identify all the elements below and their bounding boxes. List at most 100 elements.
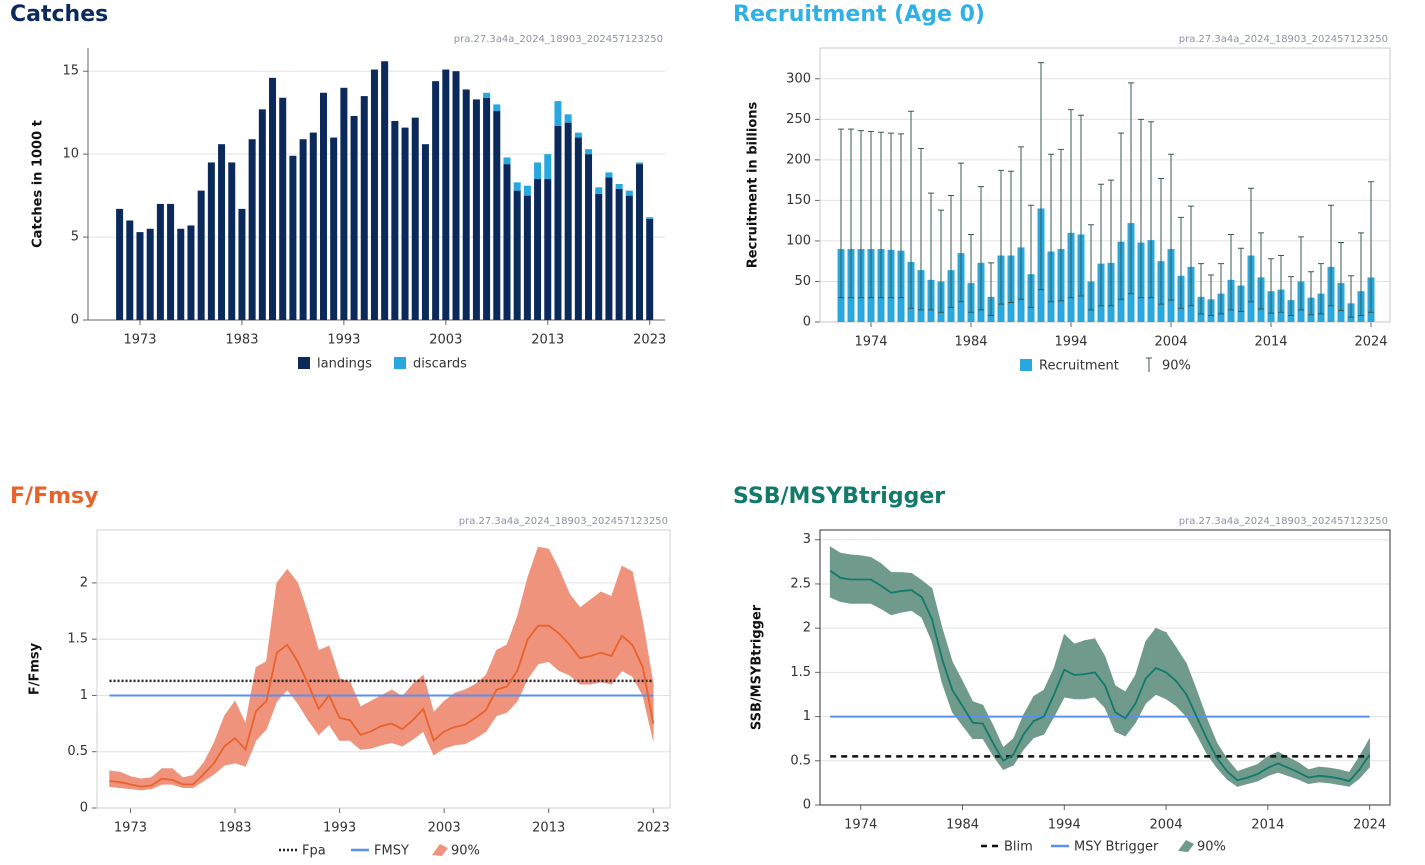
error-bar	[1168, 153, 1174, 301]
x-tick-label: 1984	[954, 335, 987, 350]
bar	[636, 162, 644, 165]
interval-band	[972, 701, 984, 739]
error-bar	[1248, 187, 1254, 303]
bar	[472, 99, 480, 320]
x-tick-label: 1974	[844, 818, 877, 833]
bar	[615, 184, 623, 189]
y-tick-label: 15	[62, 64, 79, 79]
error-bar	[1038, 62, 1044, 291]
interval-band	[558, 569, 570, 676]
error-bar	[1008, 170, 1014, 304]
bar	[574, 132, 582, 138]
interval-band	[1013, 714, 1024, 767]
error-bar	[1118, 132, 1124, 300]
error-bar	[988, 262, 994, 317]
error-bar	[838, 128, 844, 299]
error-bar	[1128, 82, 1134, 295]
bar	[605, 172, 613, 178]
interval-band	[224, 700, 236, 766]
bar	[299, 139, 307, 320]
x-tick-label: 1983	[225, 333, 258, 348]
interval-band	[297, 582, 309, 722]
x-tick-label: 1993	[323, 821, 356, 836]
bar	[636, 164, 644, 320]
interval-band	[171, 767, 184, 789]
y-tick-label: 50	[794, 274, 811, 289]
source-id: pra.27.3a4a_2024_18903_202457123250	[454, 34, 663, 45]
bar	[116, 208, 124, 320]
legend-swatch	[394, 357, 406, 369]
error-bar	[1358, 232, 1364, 317]
error-bar	[1158, 178, 1164, 305]
y-tick-label: 0	[71, 313, 79, 328]
source-id: pra.27.3a4a_2024_18903_202457123250	[1179, 34, 1388, 45]
y-tick-label: 1	[803, 709, 811, 724]
y-tick-label: 100	[786, 233, 811, 248]
x-tick-label: 2014	[1251, 818, 1284, 833]
bar	[279, 97, 287, 320]
bar	[646, 217, 654, 219]
bar	[646, 218, 654, 320]
error-bar	[898, 133, 904, 299]
x-tick-label: 2023	[633, 333, 666, 348]
interval-band	[349, 681, 361, 751]
legend-swatch	[432, 844, 448, 856]
interval-band	[1165, 631, 1177, 707]
y-tick-label: 250	[786, 112, 811, 127]
bar	[544, 154, 552, 180]
bar	[564, 114, 572, 123]
legend-label: MSY Btrigger	[1074, 840, 1159, 855]
bar	[340, 87, 348, 321]
bar	[554, 101, 562, 126]
interval-band	[921, 579, 933, 642]
legend-label: discards	[413, 357, 467, 372]
x-tick-label: 1994	[1054, 335, 1087, 350]
interval-band	[360, 700, 372, 750]
y-tick-label: 0.5	[67, 744, 88, 759]
y-tick-label: 2	[803, 621, 811, 636]
bar	[513, 182, 521, 191]
x-tick-label: 1973	[123, 333, 156, 348]
legend-swatch	[298, 357, 310, 369]
bar	[228, 162, 236, 320]
legend-label: Fpa	[302, 844, 326, 859]
bar	[523, 195, 531, 320]
error-bar	[1188, 205, 1194, 307]
y-tick-label: 1.5	[790, 665, 811, 680]
error-bar	[948, 195, 954, 308]
error-bar	[928, 192, 934, 311]
legend-label: 90%	[1197, 840, 1226, 855]
bar	[493, 111, 501, 321]
interval-band	[517, 577, 529, 702]
interval-band	[632, 571, 644, 696]
interval-band	[890, 572, 902, 616]
interval-band	[433, 700, 445, 756]
error-bar	[1018, 146, 1024, 300]
interval-band	[1002, 738, 1014, 771]
interval-band	[287, 568, 299, 705]
median-line	[829, 569, 1371, 783]
median-line	[109, 624, 655, 788]
y-tick-label: 10	[62, 147, 79, 162]
interval-band	[982, 704, 994, 757]
bar	[391, 120, 399, 320]
error-bar	[1108, 179, 1114, 307]
y-axis-label: F/Fmsy	[28, 642, 43, 695]
interval-band	[402, 683, 414, 747]
error-bar	[978, 186, 984, 311]
interval-band	[119, 771, 131, 790]
interval-band	[161, 768, 173, 785]
error-bar	[1278, 255, 1284, 313]
y-tick-label: 1.5	[67, 632, 88, 647]
error-bar	[1258, 232, 1264, 310]
x-tick-label: 2003	[429, 333, 462, 348]
interval-band	[621, 565, 633, 677]
interval-band	[109, 770, 121, 789]
error-bar	[1298, 236, 1304, 311]
plot-frame	[96, 529, 671, 809]
error-bar	[1058, 148, 1064, 302]
interval-band	[569, 593, 581, 685]
y-tick-label: 2	[80, 575, 88, 590]
bar	[585, 149, 593, 155]
